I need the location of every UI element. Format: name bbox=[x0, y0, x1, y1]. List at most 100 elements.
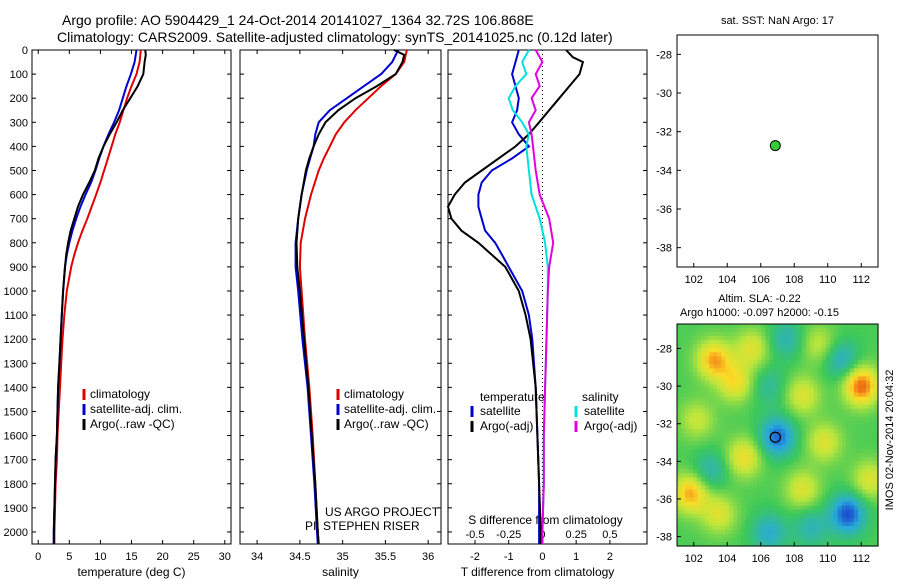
heatmap-cell bbox=[745, 404, 750, 410]
heatmap-cell bbox=[821, 376, 827, 382]
heatmap-cell bbox=[801, 497, 807, 503]
heatmap-cell bbox=[809, 497, 815, 503]
heatmap-cell bbox=[753, 521, 758, 527]
heatmap-cell bbox=[713, 477, 718, 483]
heatmap-cell bbox=[849, 428, 855, 434]
heatmap-cell bbox=[689, 533, 694, 539]
heatmap-cell bbox=[829, 420, 835, 426]
heatmap-cell bbox=[813, 497, 819, 503]
heatmap-cell bbox=[841, 461, 847, 466]
heatmap-cell bbox=[813, 328, 819, 333]
heatmap-cell bbox=[693, 497, 698, 503]
heatmap-cell bbox=[785, 420, 791, 426]
heatmap-cell bbox=[841, 501, 847, 507]
ytick-label: -32 bbox=[656, 127, 672, 139]
heatmap-cell bbox=[781, 525, 787, 531]
heatmap-cell bbox=[741, 517, 746, 523]
heatmap-cell bbox=[845, 364, 851, 369]
heatmap-cell bbox=[833, 396, 839, 402]
heatmap-cell bbox=[829, 461, 835, 466]
xaxis-top-label: S difference from climatology bbox=[468, 513, 623, 527]
heatmap-cell bbox=[841, 372, 847, 378]
heatmap-cell bbox=[845, 453, 851, 458]
heatmap-cell bbox=[709, 525, 714, 531]
heatmap-cell bbox=[697, 404, 702, 410]
heatmap-cell bbox=[857, 465, 863, 470]
heatmap-cell bbox=[693, 473, 698, 478]
xtick-top-label: 0.25 bbox=[565, 529, 586, 541]
sla-heatmap-cells bbox=[677, 324, 879, 547]
heatmap-cell bbox=[737, 372, 742, 378]
heatmap-cell bbox=[709, 453, 714, 458]
heatmap-cell bbox=[713, 489, 718, 495]
heatmap-cell bbox=[729, 348, 734, 353]
heatmap-cell bbox=[857, 372, 863, 378]
heatmap-cell bbox=[741, 396, 746, 402]
heatmap-cell bbox=[873, 364, 879, 369]
heatmap-cell bbox=[709, 428, 714, 434]
heatmap-cell bbox=[717, 513, 722, 519]
heatmap-cell bbox=[729, 441, 734, 446]
heatmap-cell bbox=[821, 344, 827, 349]
heatmap-cell bbox=[721, 469, 726, 474]
heatmap-cell bbox=[849, 356, 855, 361]
heatmap-cell bbox=[861, 420, 867, 426]
heatmap-cell bbox=[869, 501, 875, 507]
heatmap-cell bbox=[685, 525, 690, 531]
heatmap-cell bbox=[865, 501, 871, 507]
heatmap-cell bbox=[829, 489, 835, 495]
heatmap-cell bbox=[845, 457, 851, 462]
heatmap-cell bbox=[725, 408, 730, 414]
heatmap-cell bbox=[813, 356, 819, 361]
heatmap-cell bbox=[869, 513, 875, 519]
xtick-label: -2 bbox=[470, 551, 480, 563]
heatmap-cell bbox=[873, 348, 879, 353]
heatmap-cell bbox=[713, 541, 718, 547]
heatmap-cell bbox=[853, 424, 859, 430]
heatmap-cell bbox=[689, 340, 694, 345]
heatmap-cell bbox=[793, 533, 799, 539]
heatmap-cell bbox=[693, 445, 698, 450]
ytick-label: -34 bbox=[656, 456, 672, 468]
heatmap-cell bbox=[733, 372, 738, 378]
heatmap-cell bbox=[857, 424, 863, 430]
heatmap-cell bbox=[765, 388, 771, 394]
heatmap-cell bbox=[789, 324, 795, 329]
heatmap-cell bbox=[797, 376, 803, 382]
heatmap-cell bbox=[709, 441, 714, 446]
heatmap-cell bbox=[765, 437, 771, 442]
heatmap-cell bbox=[741, 457, 746, 462]
heatmap-cell bbox=[793, 428, 799, 434]
heatmap-cell bbox=[821, 509, 827, 515]
heatmap-cell bbox=[849, 404, 855, 410]
heatmap-cell bbox=[705, 469, 710, 474]
heatmap-cell bbox=[825, 489, 831, 495]
heatmap-cell bbox=[705, 457, 710, 462]
heatmap-cell bbox=[821, 469, 827, 474]
heatmap-cell bbox=[825, 485, 831, 491]
heatmap-cell bbox=[845, 465, 851, 470]
heatmap-cell bbox=[753, 396, 758, 402]
heatmap-cell bbox=[825, 412, 831, 418]
heatmap-cell bbox=[853, 352, 859, 357]
heatmap-cell bbox=[785, 388, 791, 394]
heatmap-cell bbox=[849, 537, 855, 543]
heatmap-cell bbox=[717, 541, 722, 547]
heatmap-cell bbox=[845, 420, 851, 426]
heatmap-cell bbox=[725, 473, 730, 478]
heatmap-cell bbox=[685, 441, 690, 446]
heatmap-cell bbox=[857, 529, 863, 535]
heatmap-cell bbox=[681, 424, 686, 430]
heatmap-cell bbox=[801, 356, 807, 361]
heatmap-cell bbox=[833, 324, 839, 329]
heatmap-cell bbox=[829, 376, 835, 382]
heatmap-cell bbox=[869, 368, 875, 374]
heatmap-cell bbox=[741, 497, 746, 503]
heatmap-cell bbox=[809, 469, 815, 474]
heatmap-cell bbox=[701, 489, 706, 495]
heatmap-cell bbox=[757, 485, 763, 491]
heatmap-cell bbox=[685, 352, 690, 357]
heatmap-cell bbox=[753, 505, 758, 511]
heatmap-cell bbox=[789, 449, 795, 454]
heatmap-cell bbox=[801, 477, 807, 483]
